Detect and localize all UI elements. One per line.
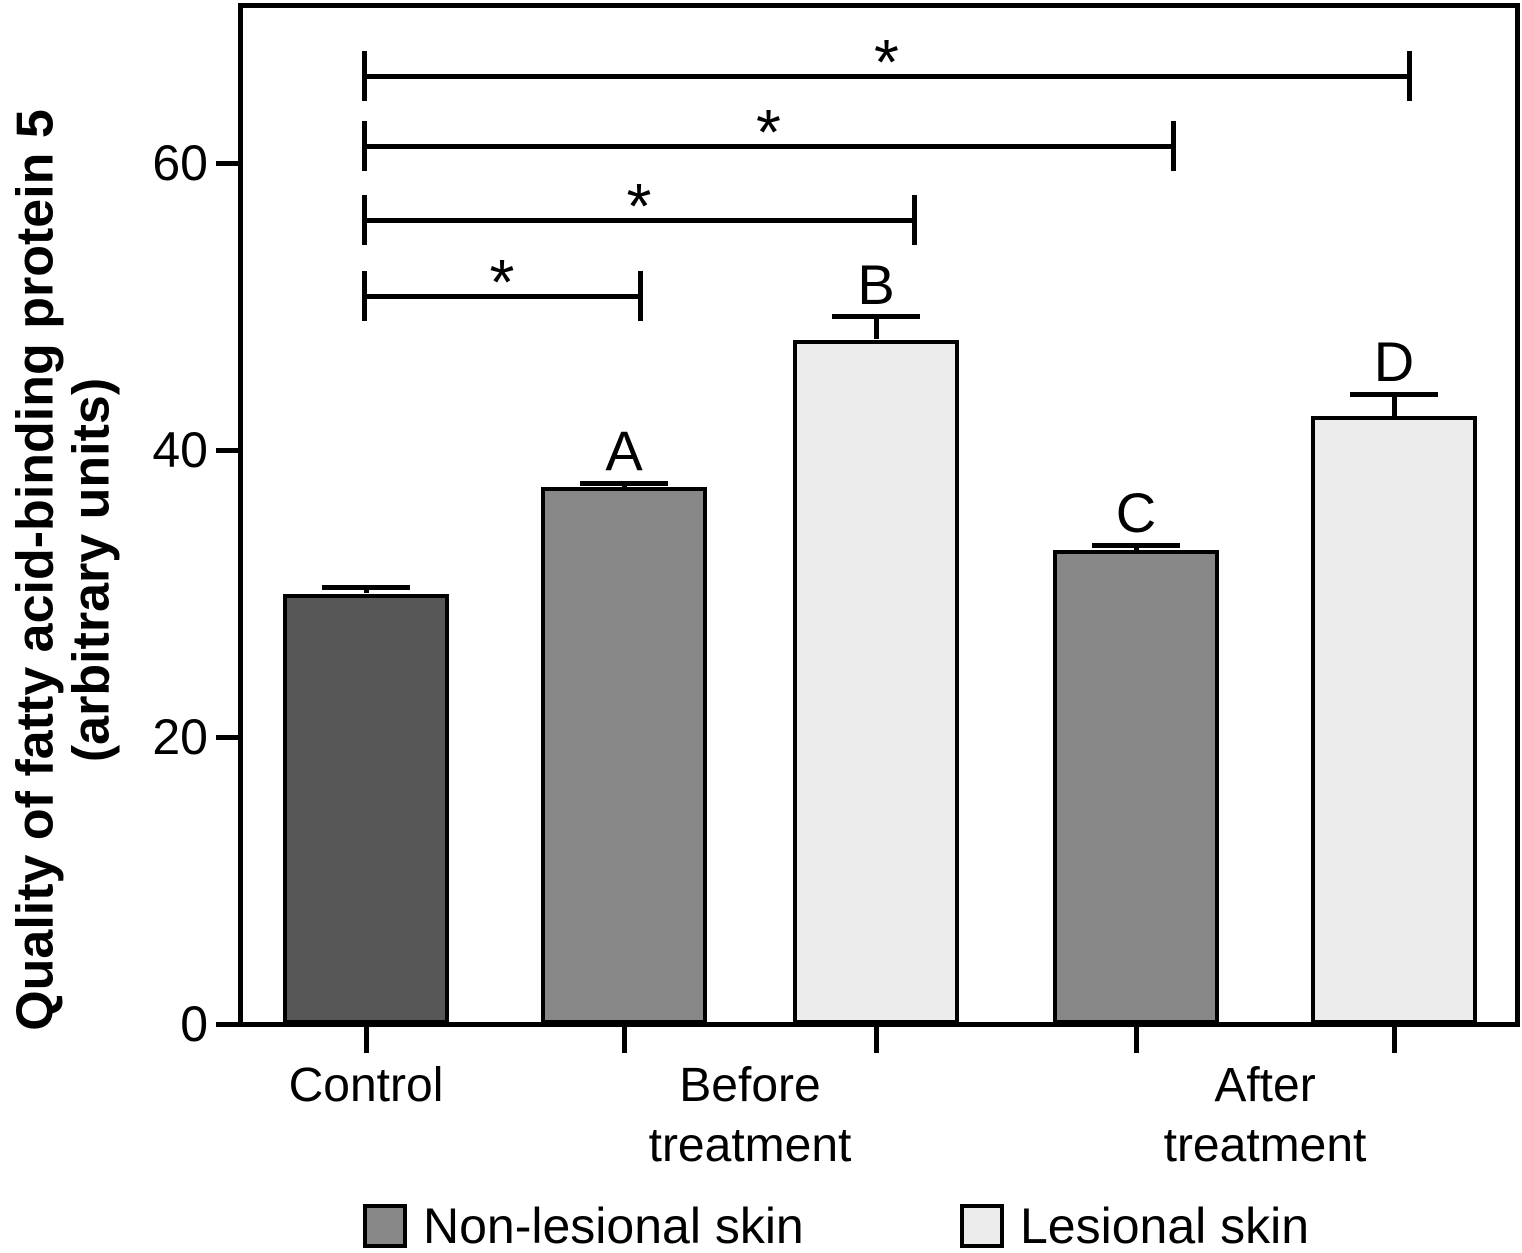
significance-bracket-end-left xyxy=(361,51,367,101)
significance-asterisk: * xyxy=(489,246,515,318)
significance-bracket-end-right xyxy=(1170,121,1176,171)
error-bar-cap xyxy=(1092,542,1180,548)
legend-item-non-lesional-skin: Non-lesional skin xyxy=(363,1198,804,1253)
x-axis-tick xyxy=(1133,1027,1139,1053)
x-axis-group-label: After treatment xyxy=(1055,1056,1475,1176)
x-axis-group-label-line: Control xyxy=(288,1059,444,1112)
significance-bracket-end-right xyxy=(637,271,643,321)
y-axis-tick-label: 0 xyxy=(180,996,208,1052)
x-axis-group-label: Control xyxy=(156,1056,576,1116)
bar-A xyxy=(541,487,707,1024)
error-bar-whisker xyxy=(363,587,369,594)
legend-item-lesional-skin: Lesional skin xyxy=(960,1198,1310,1253)
y-axis-tick-label: 40 xyxy=(152,422,208,478)
y-axis-tick xyxy=(216,1021,240,1027)
bar-B xyxy=(793,339,959,1024)
error-bar-whisker xyxy=(873,316,879,340)
x-axis-tick xyxy=(873,1027,879,1053)
x-axis-group-label: Before treatment xyxy=(540,1056,960,1176)
error-bar-cap xyxy=(580,480,668,486)
error-bar-whisker xyxy=(1391,394,1397,416)
significance-bracket-line xyxy=(364,293,640,299)
significance-bracket-end-left xyxy=(361,271,367,321)
x-axis-group-label-line: treatment xyxy=(1163,1119,1367,1172)
error-bar-cap xyxy=(1350,391,1438,397)
legend-label-non-lesional-skin: Non-lesional skin xyxy=(423,1198,804,1253)
bar-control xyxy=(283,593,449,1024)
significance-bracket-end-left xyxy=(361,195,367,245)
bar-letter-label: B xyxy=(857,252,895,316)
y-axis-title-line1: Quality of fatty acid-binding protein 5 xyxy=(6,109,65,1031)
error-bar-cap xyxy=(322,585,410,591)
significance-asterisk: * xyxy=(874,26,899,98)
bar-letter-label: D xyxy=(1373,330,1415,394)
x-axis-group-label-line: Before xyxy=(679,1059,821,1112)
legend-swatch-lesional-skin xyxy=(960,1204,1004,1248)
x-axis-group-label-line: treatment xyxy=(648,1119,852,1172)
significance-bracket-end-left xyxy=(361,121,367,171)
bar-letter-label: C xyxy=(1115,481,1157,545)
error-bar-whisker xyxy=(1133,545,1139,551)
significance-bracket-line xyxy=(364,143,1173,149)
bar-D xyxy=(1311,415,1477,1024)
y-axis-tick xyxy=(216,447,240,453)
y-axis-tick-label: 20 xyxy=(152,709,208,765)
y-axis-title-line2: (arbitrary units) xyxy=(62,377,120,763)
significance-asterisk: * xyxy=(756,96,781,168)
y-axis-tick xyxy=(216,160,240,166)
significance-bracket-end-right xyxy=(1406,51,1412,101)
significance-bracket-line xyxy=(364,217,914,223)
x-axis-tick xyxy=(621,1027,627,1053)
bar-letter-label: A xyxy=(605,419,643,482)
x-axis-group-label-line: After xyxy=(1214,1059,1316,1112)
legend-swatch-non-lesional-skin xyxy=(363,1204,407,1248)
legend-label-lesional-skin: Lesional skin xyxy=(1020,1198,1310,1253)
y-axis-tick-label: 60 xyxy=(152,135,208,191)
bar-C xyxy=(1053,550,1219,1024)
x-axis-tick xyxy=(1391,1027,1397,1053)
y-axis-title: Quality of fatty acid-binding protein 5 … xyxy=(6,109,120,1031)
plot-area-frame xyxy=(238,3,1520,1027)
y-axis-tick xyxy=(216,734,240,740)
error-bar-cap xyxy=(832,314,920,320)
significance-bracket-end-right xyxy=(911,195,917,245)
x-axis-tick xyxy=(363,1027,369,1053)
significance-bracket-line xyxy=(364,73,1409,79)
significance-asterisk: * xyxy=(626,170,652,242)
